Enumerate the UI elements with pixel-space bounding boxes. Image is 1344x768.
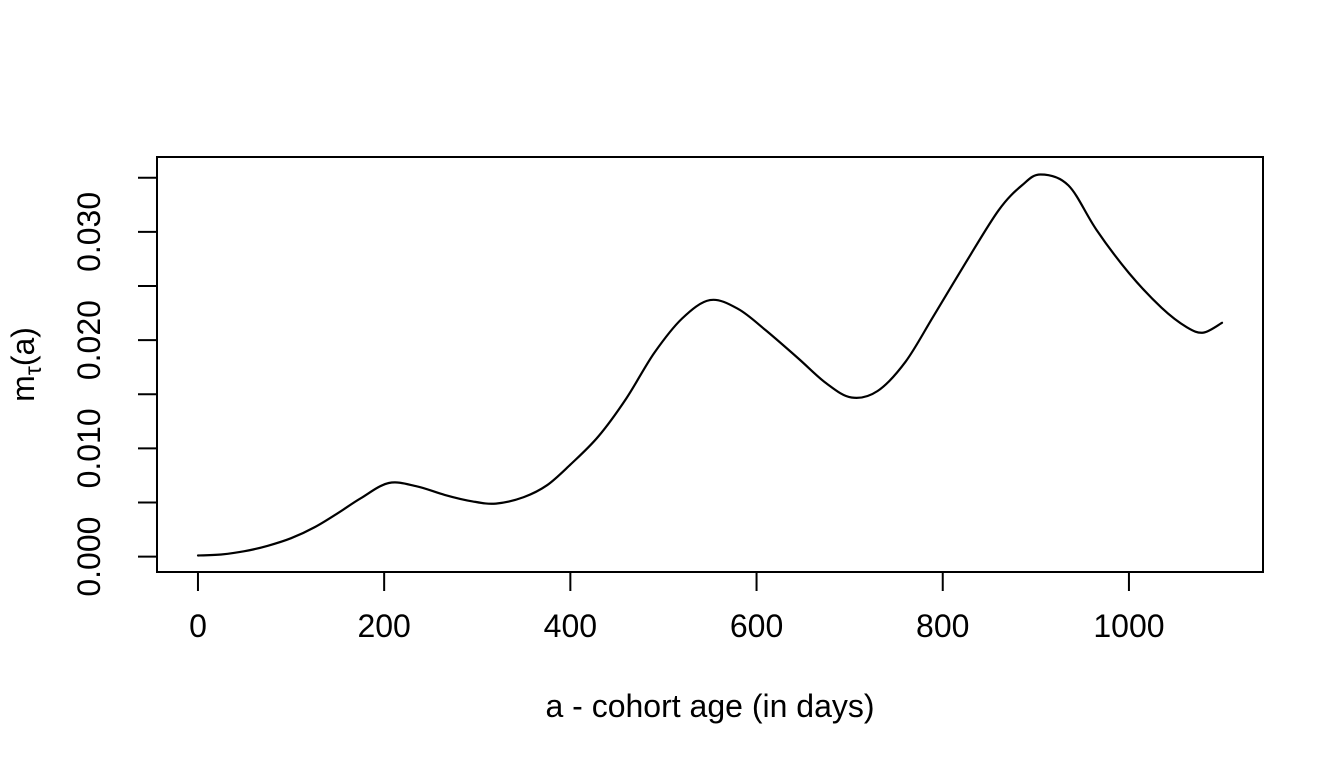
series-group (196, 173, 1224, 557)
plot-box (156, 156, 1264, 573)
x-axis-ticks: 0 200 400 600 800 1000 (189, 572, 1165, 644)
x-tick-label: 400 (544, 608, 597, 644)
x-tick-label: 800 (916, 608, 969, 644)
y-tick-label: 0.010 (71, 408, 107, 488)
y-axis-ticks: 0.000 0.010 0.020 0.030 (71, 176, 157, 597)
x-tick-label: 600 (730, 608, 783, 644)
y-tick-label: 0.000 (71, 517, 107, 597)
x-axis-title: a - cohort age (in days) (545, 688, 874, 724)
x-tick-label: 1000 (1093, 608, 1164, 644)
y-axis-title: mτ(a) (5, 327, 46, 402)
y-tick-label: 0.030 (71, 192, 107, 272)
x-tick-label: 200 (357, 608, 410, 644)
y-tick-label: 0.020 (71, 300, 107, 380)
data-curve (196, 173, 1224, 557)
x-tick-label: 0 (189, 608, 207, 644)
